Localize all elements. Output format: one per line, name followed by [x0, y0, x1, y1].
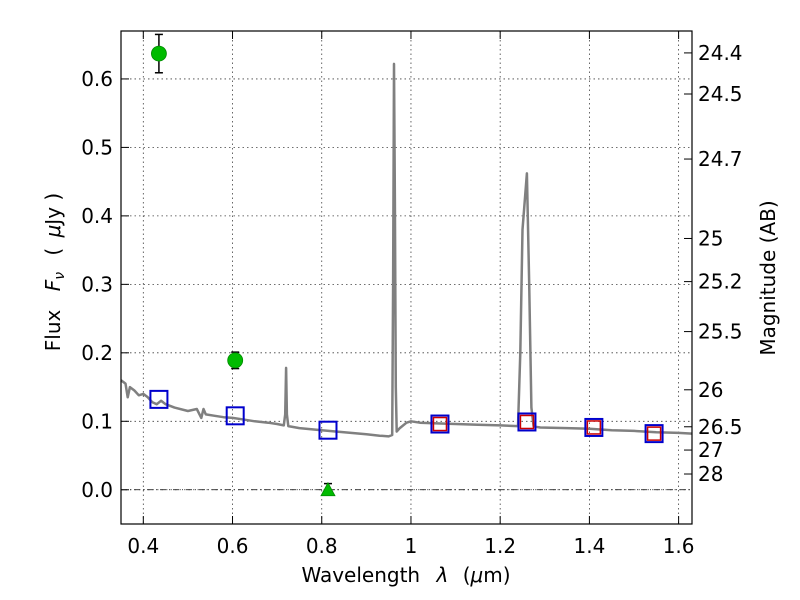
x-tick-label: 1: [405, 534, 418, 558]
x-tick-label: 1.4: [573, 534, 605, 558]
x-tick-label: 0.4: [127, 534, 159, 558]
model-photometry-point: [225, 406, 245, 426]
y2-tick-label: 25: [698, 226, 723, 250]
x-tick-label: 0.8: [306, 534, 338, 558]
y-tick-label: 0.1: [81, 409, 113, 433]
y2-tick-label: 28: [698, 462, 723, 486]
fit-photometry-point: [519, 414, 535, 430]
axes: 0.4 0.6 0.8 1 1.2 1.4 1.6 0.0 0.1 0.2 0.3 0.4 0.5 0.6…: [81, 30, 743, 558]
fit-photometry-point: [586, 420, 602, 435]
model-spectrum-line: [120, 62, 693, 438]
model-photometry-point: [644, 424, 664, 444]
x-axis-title: Wavelength λ (μm): [301, 563, 510, 587]
y2-tick-label: 25.2: [698, 270, 743, 294]
y2-tick-label: 27: [698, 438, 723, 462]
y-tick-label: 0.2: [81, 341, 113, 365]
plot-frame: [120, 30, 693, 525]
model-photometry-point: [584, 417, 604, 437]
model-photometry-point: [318, 420, 338, 440]
upper-limit-point: [320, 481, 336, 497]
y-tick-label: 0.0: [81, 478, 113, 502]
model-photometry-point: [430, 414, 450, 434]
y2-tick-label: 25.5: [698, 320, 743, 344]
model-photometry-point: [517, 412, 537, 432]
y2-tick-label: 26.5: [698, 415, 743, 439]
grid: [121, 31, 692, 524]
y2-tick-label: 26: [698, 378, 723, 402]
fit-photometry-point: [646, 426, 662, 441]
y2-tick-label: 24.5: [698, 82, 743, 106]
model-photometry-point: [149, 389, 169, 409]
y2-tick-label: 24.4: [698, 41, 743, 65]
y2-tick-label: 24.7: [698, 147, 743, 171]
fit-photometry-point: [432, 416, 448, 432]
observed-point: [151, 45, 167, 62]
y-axis-title: Flux Fν ( μJy ): [41, 193, 69, 351]
model-spectrum-layer: [120, 62, 693, 438]
y-tick-label: 0.6: [81, 67, 113, 91]
observed-point: [227, 352, 244, 369]
x-tick-label: 0.6: [217, 534, 249, 558]
y-tick-label: 0.3: [81, 272, 113, 296]
photometry-layer: [149, 33, 664, 497]
y-tick-label: 0.4: [81, 204, 113, 228]
y-tick-label: 0.5: [81, 135, 113, 159]
y2-axis-title: Magnitude (AB): [756, 200, 780, 355]
x-tick-label: 1.2: [484, 534, 516, 558]
x-tick-label: 1.6: [663, 534, 695, 558]
